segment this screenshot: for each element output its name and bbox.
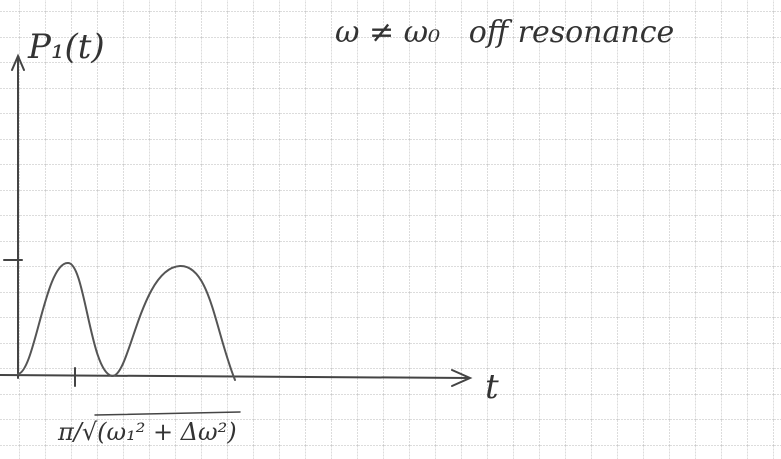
root-bar bbox=[94, 411, 241, 416]
title: ω ≠ ω₀ off resonance bbox=[335, 15, 674, 50]
x-axis-label: t bbox=[485, 367, 499, 407]
x-axis bbox=[0, 369, 473, 387]
y-axis-label: P₁(t) bbox=[27, 27, 105, 67]
y-axis bbox=[11, 53, 25, 379]
x-tick-label: π/√(ω₁² + Δω²) bbox=[57, 418, 237, 446]
axes bbox=[0, 53, 473, 416]
probability-curve bbox=[17, 261, 236, 381]
